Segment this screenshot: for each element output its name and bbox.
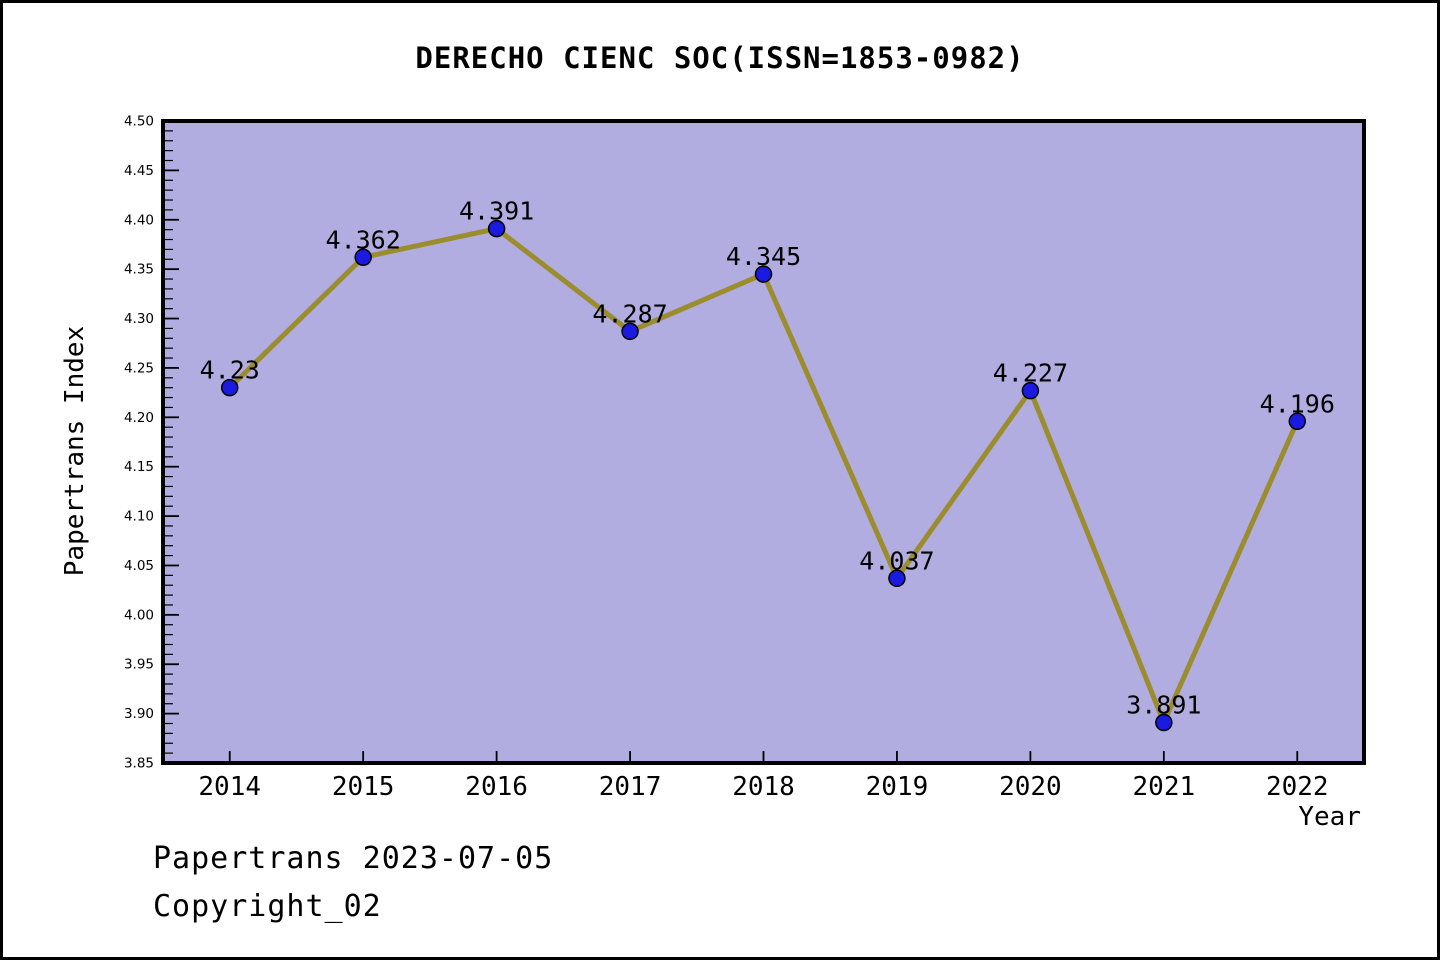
- y-tick-label: 4.10: [124, 509, 154, 525]
- y-tick-label: 4.20: [124, 410, 154, 426]
- plot-area: [161, 119, 1366, 765]
- data-point-label: 4.037: [859, 546, 934, 575]
- data-point-label: 4.391: [459, 197, 534, 226]
- footer-copyright: Copyright_02: [153, 889, 382, 924]
- data-point: [621, 322, 639, 341]
- y-tick-label: 4.45: [124, 163, 154, 179]
- data-point: [1021, 381, 1040, 400]
- data-point: [354, 248, 372, 267]
- y-tick-label: 4.15: [124, 459, 154, 475]
- x-tick-label: 2021: [1133, 772, 1196, 802]
- x-axis-label: Year: [1298, 802, 1361, 832]
- y-tick-label: 3.95: [124, 657, 154, 673]
- y-tick-label: 4.30: [124, 311, 154, 327]
- data-point: [1288, 412, 1307, 431]
- chart-title: DERECHO CIENC SOC(ISSN=1853-0982): [415, 41, 1025, 75]
- x-tick-label: 2020: [999, 772, 1062, 802]
- data-point: [487, 219, 506, 238]
- y-tick-label: 4.40: [124, 212, 154, 228]
- data-point: [220, 378, 239, 397]
- data-point-label: 3.891: [1126, 691, 1201, 720]
- x-tick-label: 2019: [866, 772, 929, 802]
- data-point: [888, 569, 906, 588]
- y-tick-label: 3.85: [124, 756, 154, 772]
- x-tick-label: 2017: [599, 772, 662, 802]
- x-tick-label: 2022: [1266, 772, 1329, 802]
- x-tick-label: 2014: [198, 772, 261, 802]
- y-tick-label: 4.35: [124, 262, 154, 278]
- y-tick-label: 4.50: [124, 114, 154, 130]
- y-tick-label: 4.00: [124, 607, 154, 623]
- data-point-label: 4.287: [592, 299, 667, 328]
- y-tick-label: 4.25: [124, 360, 154, 376]
- data-point-label: 4.227: [993, 359, 1068, 388]
- x-tick-label: 2018: [732, 772, 795, 802]
- y-axis-label: Papertrans Index: [60, 326, 90, 576]
- x-tick-label: 2016: [465, 772, 528, 802]
- data-point: [754, 265, 773, 283]
- x-tick-label: 2015: [332, 772, 395, 802]
- data-point-label: 4.362: [326, 225, 401, 254]
- y-tick-label: 4.05: [124, 558, 154, 574]
- data-point-label: 4.196: [1260, 389, 1335, 418]
- plot-layer: 3.85 3.90 3.95 4.00 4.05 4.10 4.15 4.20 4.25 4.30…: [124, 114, 1366, 802]
- data-point-label: 4.345: [726, 242, 801, 271]
- y-tick-label: 3.90: [124, 706, 154, 722]
- data-point-label: 4.23: [200, 356, 260, 385]
- data-point: [1155, 713, 1173, 732]
- footer-brand-date: Papertrans 2023-07-05: [153, 841, 554, 876]
- line-chart: 3.85 3.90 3.95 4.00 4.05 4.10 4.15 4.20 4.25 4.30…: [60, 114, 1366, 832]
